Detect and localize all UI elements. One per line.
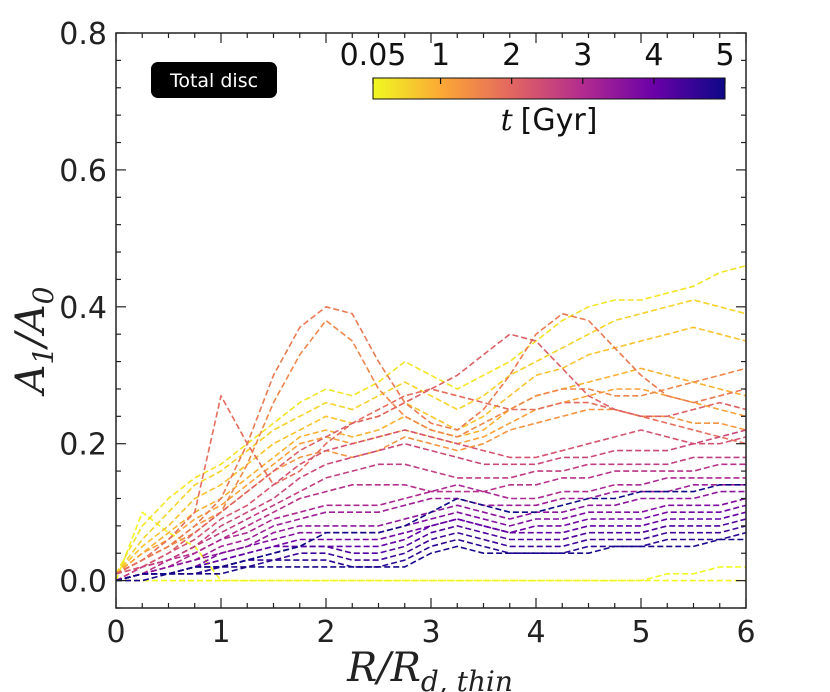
colorbar-label-var: t bbox=[501, 103, 514, 138]
x-tick-label: 2 bbox=[316, 615, 335, 650]
series-line-27 bbox=[116, 483, 746, 582]
x-tick-label: 6 bbox=[736, 615, 755, 650]
annotation-background bbox=[151, 62, 277, 98]
y-tick-label: 0.4 bbox=[59, 291, 107, 326]
colorbar-ticks: 0.05 1 2 3 4 5 bbox=[340, 38, 735, 84]
colorbar-tick-label: 3 bbox=[573, 38, 592, 73]
colorbar-label: t [Gyr] bbox=[501, 103, 598, 138]
colorbar-bar bbox=[372, 77, 726, 100]
series-line-20 bbox=[116, 497, 746, 582]
series-line-16 bbox=[116, 463, 746, 582]
y-tick-labels: 0.0 0.2 0.4 0.6 0.8 bbox=[59, 17, 107, 600]
annotation-text: Total disc bbox=[169, 70, 258, 92]
colorbar-tick-label: 4 bbox=[644, 38, 663, 73]
series-line-3 bbox=[116, 264, 746, 575]
series-line-11 bbox=[116, 388, 746, 575]
series-line-9 bbox=[116, 319, 746, 575]
x-tick-labels: 0 1 2 3 4 5 6 bbox=[106, 615, 755, 650]
colorbar-tick-label: 5 bbox=[715, 38, 734, 73]
annotation-badge: Total disc bbox=[151, 62, 277, 98]
series-line-21 bbox=[116, 504, 746, 582]
colorbar: 0.05 1 2 3 4 5 t [Gyr] bbox=[340, 38, 735, 138]
series-lines bbox=[116, 264, 746, 582]
series-line-2 bbox=[116, 511, 746, 582]
series-line-23 bbox=[116, 518, 746, 582]
plot-frame bbox=[115, 32, 747, 609]
series-line-26 bbox=[116, 538, 746, 582]
colorbar-label-unit: [Gyr] bbox=[521, 103, 598, 138]
x-tick-label: 5 bbox=[631, 615, 650, 650]
series-line-5 bbox=[116, 326, 746, 575]
x-tick-label: 4 bbox=[526, 615, 545, 650]
y-axis-title: A1/A0 bbox=[8, 287, 60, 398]
series-line-14 bbox=[116, 429, 746, 582]
series-line-13 bbox=[116, 429, 746, 575]
y-tick-label: 0.0 bbox=[59, 565, 107, 600]
axis-ticks bbox=[115, 32, 747, 609]
y-tick-label: 0.8 bbox=[59, 17, 107, 52]
y-tick-label: 0.2 bbox=[59, 428, 107, 463]
colorbar-tick-label: 1 bbox=[431, 38, 450, 73]
x-tick-label: 1 bbox=[211, 615, 230, 650]
x-tick-label: 3 bbox=[421, 615, 440, 650]
series-line-10 bbox=[116, 305, 746, 575]
x-axis-title: R/Rd, thin bbox=[346, 645, 513, 692]
series-line-4 bbox=[116, 299, 746, 575]
series-line-12 bbox=[116, 333, 746, 575]
colorbar-tick-label: 2 bbox=[502, 38, 521, 73]
colorbar-tick-label: 0.05 bbox=[340, 38, 407, 73]
x-tick-label: 0 bbox=[106, 615, 125, 650]
series-line-17 bbox=[116, 477, 746, 582]
series-line-15 bbox=[116, 456, 746, 582]
y-tick-label: 0.6 bbox=[59, 154, 107, 189]
